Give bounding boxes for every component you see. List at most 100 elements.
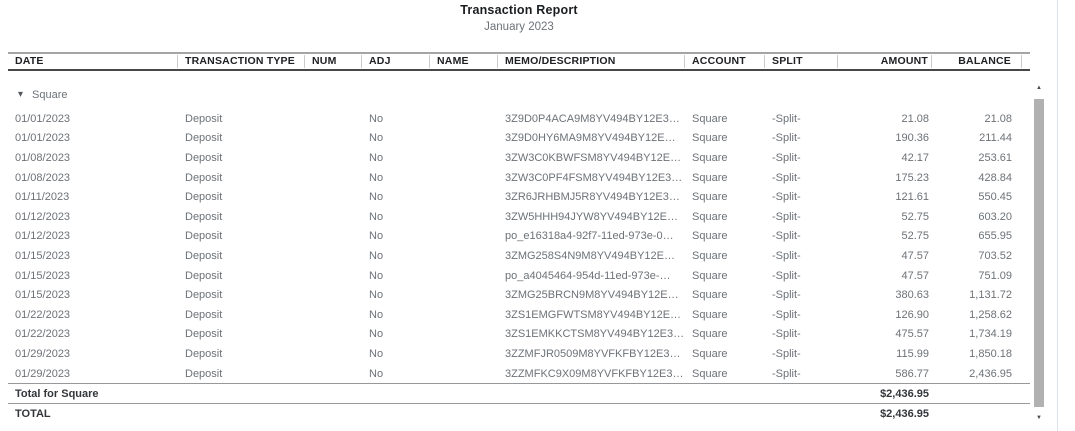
cell-account: Square: [692, 308, 728, 321]
column-header-adj: ADJ: [362, 55, 430, 68]
column-header-date: DATE: [8, 55, 178, 68]
cell-date: 01/15/2023: [15, 249, 71, 262]
cell-date: 01/08/2023: [15, 171, 71, 184]
transaction-row[interactable]: 01/12/2023 Deposit No 3ZW5HHH94JYW8YV494BY1…: [8, 207, 1030, 227]
cell-type: Deposit: [185, 191, 223, 204]
column-header-name: NAME: [430, 55, 498, 68]
group-row-square[interactable]: ▾ Square: [8, 86, 1030, 103]
cell-split: -Split-: [772, 210, 801, 223]
cell-adj: No: [369, 171, 384, 184]
cell-adj: No: [369, 230, 384, 243]
group-total-row: Total for Square $2,436.95: [8, 383, 1030, 403]
cell-amount: 52.75: [901, 210, 929, 223]
cell-account: Square: [692, 191, 728, 204]
cell-type: Deposit: [185, 269, 223, 282]
scroll-down-icon[interactable]: ▼: [1036, 415, 1042, 421]
cell-adj: No: [369, 132, 384, 145]
cell-date: 01/22/2023: [15, 328, 71, 341]
cell-balance: 211.44: [979, 132, 1012, 145]
cell-account: Square: [692, 171, 728, 184]
cell-amount: 175.23: [895, 171, 929, 184]
cell-type: Deposit: [185, 289, 223, 302]
cell-memo: 3ZMG258S4N9M8YV494BY12E…: [505, 249, 675, 262]
transaction-row[interactable]: 01/08/2023 Deposit No 3ZW3C0PF4FSM8YV494BY1…: [8, 168, 1030, 188]
cell-memo: 3ZW3C0PF4FSM8YV494BY12E3…: [505, 171, 683, 184]
cell-account: Square: [692, 367, 728, 380]
transactions-table: DATE TRANSACTION TYPE NUM ADJ NAME MEMO/DESCR…: [8, 52, 1030, 423]
cell-split: -Split-: [772, 308, 801, 321]
cell-memo: 3ZS1EMGFWTSM8YV494BY12E…: [505, 308, 682, 321]
transaction-row[interactable]: 01/15/2023 Deposit No 3ZMG25BRCN9M8YV494BY1…: [8, 285, 1030, 305]
column-header-split: SPLIT: [765, 55, 838, 68]
cell-split: -Split-: [772, 367, 801, 380]
cell-split: -Split-: [772, 347, 801, 360]
transaction-row[interactable]: 01/01/2023 Deposit No 3Z9D0HY6MA9M8YV494BY1…: [8, 129, 1030, 149]
cell-split: -Split-: [772, 230, 801, 243]
scroll-up-icon[interactable]: ▲: [1036, 85, 1042, 91]
cell-balance: 21.08: [984, 112, 1012, 125]
cell-split: -Split-: [772, 191, 801, 204]
vertical-scrollbar[interactable]: ▲ ▼: [1033, 82, 1045, 424]
grand-total-label: TOTAL: [15, 407, 51, 420]
cell-type: Deposit: [185, 367, 223, 380]
cell-balance: 2,436.95: [969, 367, 1012, 380]
transaction-row[interactable]: 01/12/2023 Deposit No po_e16318a4-92f7-11ed…: [8, 227, 1030, 247]
cell-split: -Split-: [772, 151, 801, 164]
cell-account: Square: [692, 249, 728, 262]
cell-memo: 3ZZMFJR0509M8YVFKFBY12E3…: [505, 347, 681, 360]
cell-split: -Split-: [772, 249, 801, 262]
cell-split: -Split-: [772, 132, 801, 145]
grand-total-row: TOTAL $2,436.95: [8, 403, 1030, 423]
cell-type: Deposit: [185, 171, 223, 184]
cell-memo: 3Z9D0P4ACA9M8YV494BY12E3…: [505, 112, 680, 125]
cell-split: -Split-: [772, 289, 801, 302]
collapse-caret-icon[interactable]: ▾: [18, 88, 24, 100]
cell-memo: 3Z9D0HY6MA9M8YV494BY12E…: [505, 132, 676, 145]
cell-adj: No: [369, 347, 384, 360]
group-total-label: Total for Square: [15, 387, 99, 400]
cell-account: Square: [692, 210, 728, 223]
transaction-row[interactable]: 01/11/2023 Deposit No 3ZR6JRHBMJ5R8YV494BY1…: [8, 187, 1030, 207]
cell-memo: po_e16318a4-92f7-11ed-973e-0…: [505, 230, 674, 243]
cell-balance: 1,258.62: [969, 308, 1012, 321]
cell-type: Deposit: [185, 132, 223, 145]
cell-adj: No: [369, 249, 384, 262]
report-subtitle: January 2023: [484, 21, 554, 33]
cell-account: Square: [692, 151, 728, 164]
cell-type: Deposit: [185, 210, 223, 223]
cell-date: 01/01/2023: [15, 112, 71, 125]
cell-date: 01/12/2023: [15, 210, 71, 223]
cell-balance: 703.52: [978, 249, 1012, 262]
transaction-row[interactable]: 01/08/2023 Deposit No 3ZW3C0KBWFSM8YV494BY1…: [8, 148, 1030, 168]
column-header-num: NUM: [305, 55, 362, 68]
cell-amount: 190.36: [895, 132, 929, 145]
cell-balance: 751.09: [978, 269, 1012, 282]
cell-amount: 52.75: [901, 230, 929, 243]
transaction-row[interactable]: 01/29/2023 Deposit No 3ZZMFJR0509M8YVFKFBY1…: [8, 344, 1030, 364]
transaction-row[interactable]: 01/15/2023 Deposit No 3ZMG258S4N9M8YV494BY1…: [8, 246, 1030, 266]
cell-adj: No: [369, 112, 384, 125]
cell-adj: No: [369, 328, 384, 341]
cell-balance: 253.61: [978, 151, 1012, 164]
cell-balance: 550.45: [978, 191, 1012, 204]
cell-amount: 21.08: [901, 112, 929, 125]
cell-memo: po_a4045464-954d-11ed-973e-…: [505, 269, 671, 282]
transaction-row[interactable]: 01/22/2023 Deposit No 3ZS1EMGFWTSM8YV494BY1…: [8, 305, 1030, 325]
cell-type: Deposit: [185, 328, 223, 341]
transaction-row[interactable]: 01/15/2023 Deposit No po_a4045464-954d-11ed…: [8, 266, 1030, 286]
cell-amount: 586.77: [895, 367, 929, 380]
cell-adj: No: [369, 151, 384, 164]
transaction-row[interactable]: 01/29/2023 Deposit No 3ZZMFKC9X09M8YVFKFBY1…: [8, 364, 1030, 384]
cell-type: Deposit: [185, 347, 223, 360]
cell-type: Deposit: [185, 308, 223, 321]
cell-memo: 3ZMG25BRCN9M8YV494BY12E…: [505, 289, 679, 302]
report-header: Transaction Report January 2023: [8, 3, 1030, 33]
transaction-row[interactable]: 01/01/2023 Deposit No 3Z9D0P4ACA9M8YV494BY1…: [8, 109, 1030, 129]
cell-date: 01/29/2023: [15, 347, 71, 360]
scrollbar-thumb[interactable]: [1034, 99, 1044, 407]
report-title: Transaction Report: [460, 3, 578, 17]
transaction-row[interactable]: 01/22/2023 Deposit No 3ZS1EMKKCTSM8YV494BY1…: [8, 325, 1030, 345]
cell-account: Square: [692, 132, 728, 145]
cell-date: 01/15/2023: [15, 269, 71, 282]
